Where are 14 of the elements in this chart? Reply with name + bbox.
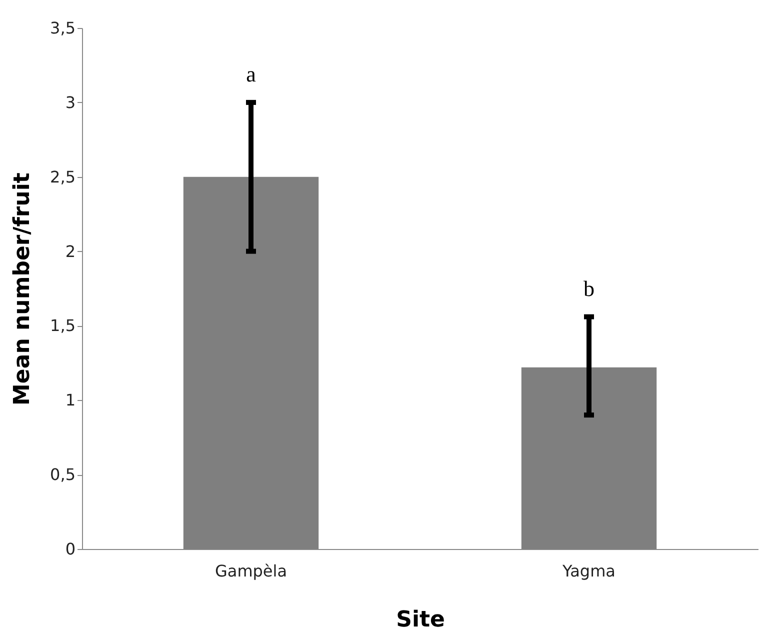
y-axis-title: Mean number/fruit — [10, 172, 36, 406]
y-tick-label: 3,5 — [50, 18, 76, 38]
x-tick-label: Yagma — [562, 562, 616, 580]
annotation: a — [246, 61, 256, 86]
x-tick-label: Gampèla — [214, 562, 288, 580]
y-tick-label: 2,5 — [50, 167, 76, 186]
annotation: b — [584, 276, 594, 301]
y-tick-label: 1,5 — [50, 316, 76, 336]
y-tick-label: 2 — [65, 242, 76, 261]
y-tick-label: 1 — [65, 390, 76, 410]
y-tick-label: 0 — [65, 540, 76, 558]
y-tick-label: 0,5 — [50, 465, 76, 484]
x-axis-title: Site — [396, 608, 445, 632]
y-tick-label: 3 — [65, 92, 76, 112]
